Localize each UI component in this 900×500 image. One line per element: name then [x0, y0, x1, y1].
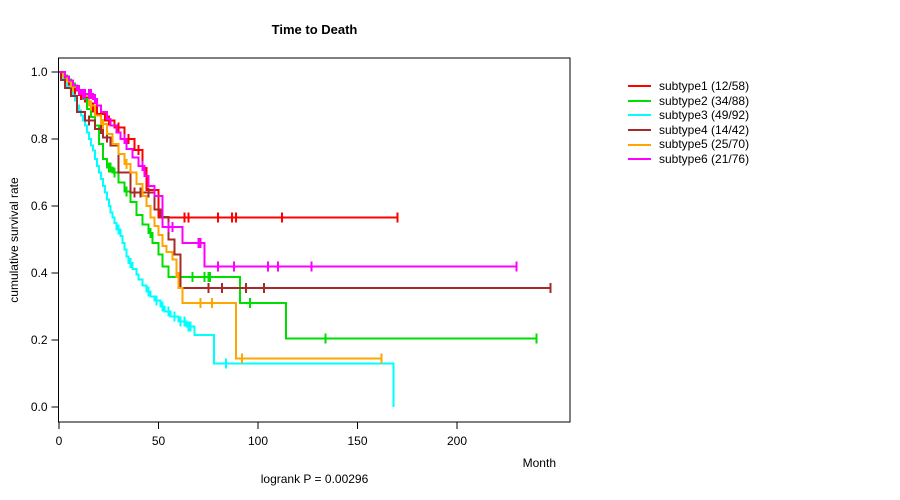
legend-label-subtype4: subtype4 (14/42)	[659, 122, 750, 137]
legend-item-subtype6: subtype6 (21/76)	[628, 152, 749, 167]
legend-label-subtype1: subtype1 (12/58)	[659, 79, 750, 93]
x-axis-label: Month	[522, 456, 556, 470]
chart-title: Time to Death	[271, 22, 358, 37]
legend-line-swatch-subtype2	[628, 99, 651, 102]
y-axis-tick-label: 0.2	[31, 333, 48, 347]
x-axis-tick-label: 200	[447, 434, 467, 448]
legend-label-subtype2: subtype2 (34/88)	[659, 93, 750, 108]
legend-item-subtype1: subtype1 (12/58)	[628, 79, 749, 94]
legend-label-subtype6: subtype6 (21/76)	[659, 151, 750, 166]
y-axis-tick-label: 0.0	[31, 400, 48, 414]
legend: subtype1 (12/58) subtype2 (34/88) subtype3…	[628, 79, 749, 167]
curve-subtype6	[59, 71, 517, 268]
x-axis-tick-label: 50	[152, 434, 166, 448]
legend-line-swatch-subtype3	[628, 114, 651, 117]
x-axis-tick-label: 150	[347, 434, 367, 448]
y-axis-tick-label: 0.6	[31, 199, 48, 213]
legend-label-subtype3: subtype3 (49/92)	[659, 108, 750, 123]
y-axis-tick-label: 1.0	[31, 65, 48, 79]
y-axis-tick-label: 0.4	[31, 266, 48, 280]
curve-subtype4	[59, 71, 551, 290]
legend-line-swatch-subtype6	[628, 158, 651, 161]
legend-item-subtype2: subtype2 (34/88)	[628, 94, 749, 109]
legend-label-subtype5: subtype5 (25/70)	[659, 137, 750, 152]
legend-item-subtype4: subtype4 (14/42)	[628, 123, 749, 138]
y-axis-label: cumulative survival rate	[7, 177, 21, 303]
legend-item-subtype5: subtype5 (25/70)	[628, 137, 749, 152]
x-axis-tick-label: 0	[56, 434, 63, 448]
y-axis-tick-label: 0.8	[31, 132, 48, 146]
legend-line-swatch-subtype5	[628, 143, 651, 146]
logrank-annotation: logrank P = 0.00296	[260, 472, 369, 486]
legend-line-swatch-subtype1	[628, 85, 651, 88]
legend-item-subtype3: subtype3 (49/92)	[628, 108, 749, 123]
curve-subtype2	[59, 71, 537, 340]
legend-line-swatch-subtype4	[628, 129, 651, 132]
plot-box	[57, 57, 571, 423]
x-axis-tick-label: 100	[248, 434, 268, 448]
